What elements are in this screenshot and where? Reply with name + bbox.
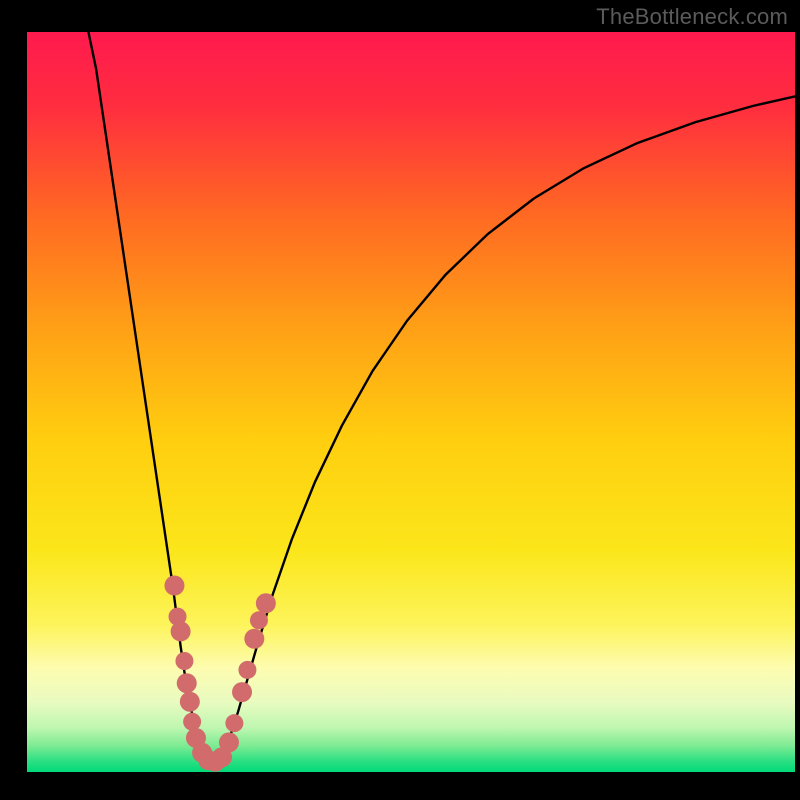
data-marker bbox=[164, 576, 184, 596]
watermark-text: TheBottleneck.com bbox=[596, 4, 788, 30]
data-marker bbox=[244, 629, 264, 649]
data-marker bbox=[250, 611, 268, 629]
data-marker bbox=[219, 732, 239, 752]
gradient-background bbox=[27, 32, 795, 772]
data-marker bbox=[177, 673, 197, 693]
chart-svg bbox=[27, 32, 795, 772]
data-marker bbox=[256, 593, 276, 613]
data-marker bbox=[171, 621, 191, 641]
data-marker bbox=[175, 652, 193, 670]
data-marker bbox=[183, 713, 201, 731]
chart-frame: TheBottleneck.com bbox=[0, 0, 800, 800]
data-marker bbox=[238, 661, 256, 679]
plot-area bbox=[27, 32, 795, 772]
data-marker bbox=[225, 714, 243, 732]
data-marker bbox=[180, 692, 200, 712]
data-marker bbox=[232, 682, 252, 702]
